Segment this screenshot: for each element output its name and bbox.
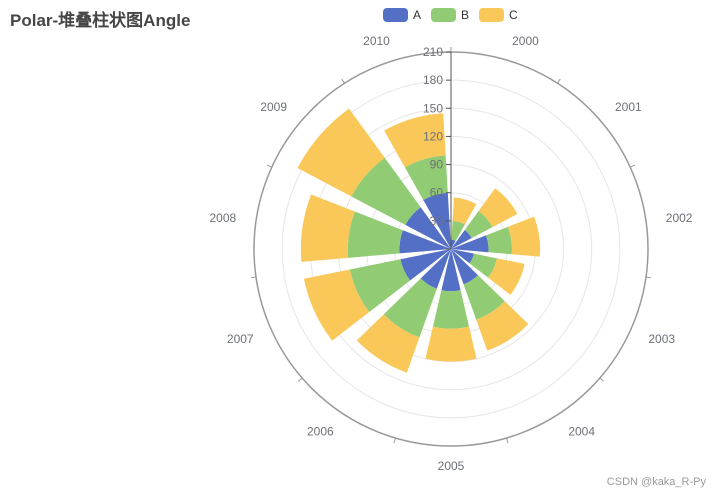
bar-a-2008 bbox=[399, 230, 451, 254]
legend-label-b: B bbox=[461, 8, 470, 22]
bar-a-2004 bbox=[451, 249, 478, 285]
angle-tick bbox=[629, 164, 635, 168]
bar-b-2003 bbox=[469, 253, 497, 278]
bar-c-2003 bbox=[488, 258, 525, 295]
legend-item-a[interactable]: A bbox=[383, 8, 421, 22]
angle-label-2008: 2008 bbox=[210, 211, 237, 225]
angle-tick bbox=[599, 377, 604, 382]
chart-title: Polar-堆叠柱状图Angle bbox=[10, 11, 191, 30]
legend-swatch-b bbox=[431, 8, 457, 22]
bar-a-2005 bbox=[441, 249, 461, 292]
angle-tick bbox=[506, 437, 509, 443]
angle-tick bbox=[393, 437, 396, 443]
bar-b-2000 bbox=[451, 220, 465, 241]
angle-tick bbox=[341, 78, 345, 84]
bar-c-2000 bbox=[452, 197, 477, 225]
angle-label-2006: 2006 bbox=[307, 425, 334, 439]
radius-label-60: 60 bbox=[430, 186, 444, 200]
bar-c-2004 bbox=[476, 301, 529, 351]
bar-b-2005 bbox=[432, 290, 470, 329]
legend-item-b[interactable]: B bbox=[431, 8, 469, 22]
bar-a-2000 bbox=[451, 239, 456, 249]
bar-b-2008 bbox=[347, 211, 403, 258]
legend: A B C bbox=[383, 8, 518, 22]
legend-label-a: A bbox=[413, 8, 422, 22]
bar-a-2009 bbox=[405, 207, 451, 249]
angle-tick bbox=[645, 276, 652, 279]
radius-label-180: 180 bbox=[423, 73, 443, 87]
bar-b-2007 bbox=[349, 259, 411, 313]
legend-label-c: C bbox=[509, 8, 518, 22]
bar-b-2009 bbox=[351, 157, 421, 225]
bar-a-2001 bbox=[451, 230, 472, 249]
angle-label-2001: 2001 bbox=[615, 100, 642, 114]
bar-b-2010 bbox=[404, 155, 448, 200]
watermark: CSDN @kaka_R-Py bbox=[606, 476, 706, 488]
radius-label-90: 90 bbox=[430, 158, 444, 172]
radius-label-120: 120 bbox=[423, 129, 443, 143]
angle-label-2007: 2007 bbox=[227, 332, 254, 346]
angle-label-2010: 2010 bbox=[363, 34, 390, 48]
angle-tick bbox=[557, 78, 561, 84]
angle-label-2003: 2003 bbox=[648, 332, 675, 346]
bar-a-2003 bbox=[451, 249, 474, 264]
bar-c-2006 bbox=[356, 314, 420, 373]
radius-label-210: 210 bbox=[423, 45, 443, 59]
angle-label-2004: 2004 bbox=[568, 425, 595, 439]
bar-a-2006 bbox=[420, 249, 451, 289]
angle-tick bbox=[298, 377, 303, 382]
bar-a-2002 bbox=[451, 235, 489, 253]
bar-c-2002 bbox=[507, 216, 541, 257]
bar-a-2007 bbox=[400, 249, 451, 281]
bar-c-2005 bbox=[425, 326, 477, 362]
angle-tick bbox=[250, 276, 257, 279]
legend-item-c[interactable]: C bbox=[479, 8, 518, 22]
legend-swatch-c bbox=[479, 8, 505, 22]
bar-b-2001 bbox=[464, 211, 493, 239]
legend-swatch-a bbox=[383, 8, 408, 22]
bar-c-2007 bbox=[303, 269, 370, 341]
bar-c-2010 bbox=[384, 113, 446, 168]
bar-c-2001 bbox=[478, 188, 518, 228]
angle-label-2009: 2009 bbox=[260, 100, 287, 114]
angle-label-2002: 2002 bbox=[666, 211, 693, 225]
bar-b-2006 bbox=[383, 278, 437, 338]
bar-c-2008 bbox=[300, 194, 355, 262]
bar-b-2004 bbox=[463, 275, 505, 320]
radius-label-30: 30 bbox=[430, 214, 444, 228]
bar-a-2010 bbox=[423, 192, 451, 249]
radius-label-150: 150 bbox=[423, 101, 443, 115]
angle-label-2005: 2005 bbox=[438, 459, 465, 473]
angle-label-2000: 2000 bbox=[512, 34, 539, 48]
bar-c-2009 bbox=[297, 108, 385, 197]
bar-b-2002 bbox=[485, 226, 512, 255]
angle-tick bbox=[267, 164, 273, 168]
